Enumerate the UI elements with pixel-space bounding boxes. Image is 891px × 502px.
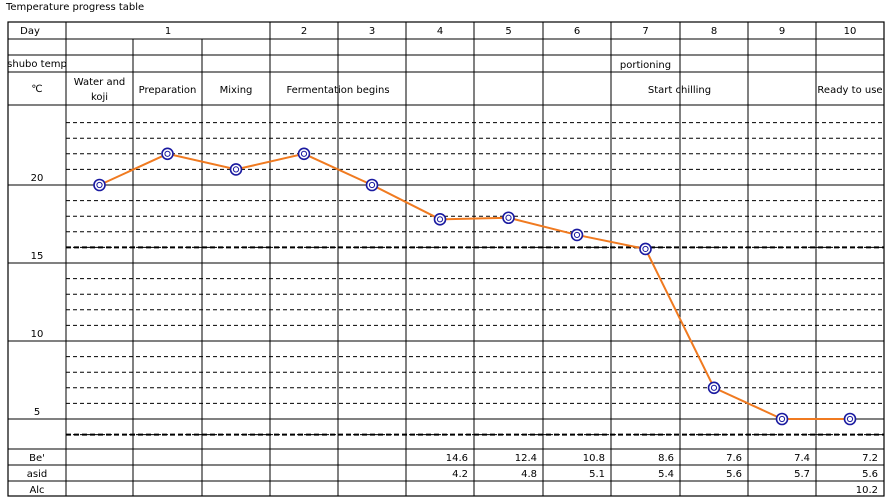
- data-point: [229, 163, 243, 176]
- data-point-inner: [164, 150, 171, 157]
- be-value: 14.6: [446, 453, 468, 464]
- data-point: [93, 178, 106, 192]
- data-point: [433, 213, 447, 226]
- data-point: [707, 381, 721, 395]
- acid-value: 5.1: [589, 469, 605, 480]
- data-point-inner: [436, 216, 444, 223]
- day-label: 6: [574, 26, 580, 37]
- step-label: koji: [91, 92, 108, 103]
- step-label: Start chilling: [648, 85, 711, 96]
- row-label-day: Day: [20, 26, 40, 37]
- data-point-inner: [778, 415, 786, 423]
- day-label: 3: [369, 26, 375, 37]
- day-label: 5: [505, 26, 511, 37]
- shubo-temp-note: portioning: [620, 60, 671, 71]
- be-value: 10.8: [583, 453, 605, 464]
- data-point-inner: [368, 181, 376, 189]
- acid-value: 5.6: [726, 469, 742, 480]
- be-value: 7.2: [862, 453, 878, 464]
- step-label: Ready to use: [817, 85, 882, 96]
- be-value: 8.6: [658, 453, 674, 464]
- y-tick-label: 20: [31, 173, 44, 184]
- data-point: [502, 211, 515, 225]
- data-point: [365, 178, 379, 192]
- data-point-inner: [710, 384, 718, 391]
- acid-value: 5.6: [862, 469, 878, 480]
- acid-value: 5.7: [794, 469, 810, 480]
- y-axis-label: ℃: [31, 84, 42, 95]
- be-value: 7.6: [726, 453, 742, 464]
- data-point-inner: [642, 245, 649, 253]
- row-label-alc: Alc: [29, 485, 44, 496]
- data-point-inner: [300, 150, 308, 157]
- series-line: [99, 152, 850, 420]
- page-title: Temperature progress table: [6, 2, 145, 13]
- alc-value: 10.2: [856, 485, 878, 496]
- y-tick-label: 10: [31, 329, 44, 340]
- data-point-inner: [846, 415, 854, 423]
- step-label: Mixing: [220, 85, 253, 96]
- row-label-acid: asid: [27, 469, 47, 480]
- data-point: [639, 242, 652, 256]
- day-label: 2: [301, 26, 307, 37]
- data-point-inner: [96, 181, 103, 189]
- y-tick-label: 5: [34, 407, 40, 418]
- day-label: 8: [711, 26, 717, 37]
- day-label: 9: [779, 26, 785, 37]
- row-label-shubo-temp: shubo temp: [7, 59, 67, 70]
- data-point-inner: [573, 231, 581, 239]
- acid-value: 4.8: [521, 469, 537, 480]
- day-label: 7: [642, 26, 648, 37]
- day-label: 1: [165, 26, 171, 37]
- data-point: [570, 228, 584, 242]
- be-value: 7.4: [794, 453, 810, 464]
- step-label: Preparation: [139, 85, 197, 96]
- data-point-inner: [505, 214, 512, 221]
- table-border: [7, 21, 885, 497]
- y-tick-label: 15: [31, 251, 44, 262]
- step-label: Water and: [74, 77, 126, 88]
- acid-value: 4.2: [452, 469, 468, 480]
- data-point: [843, 412, 857, 426]
- step-label: Fermentation begins: [286, 85, 389, 96]
- day-label: 4: [437, 26, 443, 37]
- data-point: [775, 412, 789, 426]
- be-value: 12.4: [515, 453, 537, 464]
- row-label-be: Be': [29, 453, 45, 464]
- data-point-inner: [232, 166, 240, 173]
- acid-value: 5.4: [658, 469, 674, 480]
- data-point: [161, 147, 174, 161]
- data-point: [297, 147, 311, 161]
- day-label: 10: [844, 26, 857, 37]
